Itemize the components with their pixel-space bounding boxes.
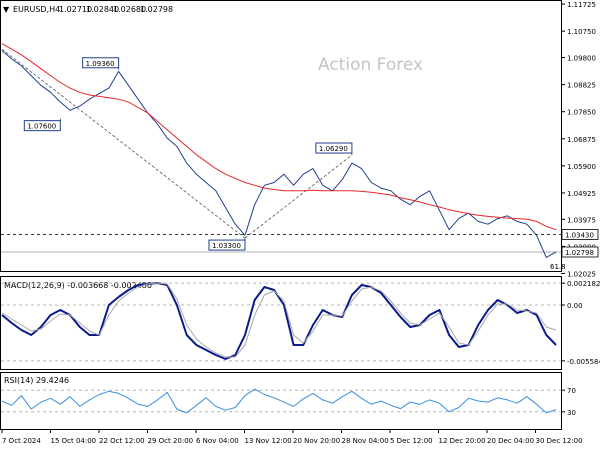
y-tick-label: 1.07850 [567,109,596,117]
x-tick-label: 30 Dec 12:00 [536,437,583,445]
rsi-title: RSI(14) 29.4246 [4,376,69,385]
x-tick-label: 28 Nov 04:00 [342,437,389,445]
x-tick-label: 7 Oct 2024 [2,437,41,445]
x-tick-label: 29 Oct 20:00 [148,437,194,445]
y-tick-label: 0.002182 [567,280,600,288]
x-tick-label: 20 Nov 20:00 [293,437,340,445]
low-value: 1.02680 [113,5,146,14]
symbol-title: EURUSD,H4 [13,5,60,14]
y-tick-label: 1.06875 [567,136,596,144]
annotation-box [23,120,61,132]
y-tick-label: 1.03975 [567,216,596,224]
current-price-tag [561,246,599,258]
annotation-layer: 1.07600 1.09360 1.03300 1.06290 [23,57,353,251]
macd-line [1,282,557,360]
high-value: 1.02840 [86,5,119,14]
retracement-label: 61.8 [550,263,566,271]
series-layer [1,43,557,414]
y-tick-label: 30 [567,409,576,417]
x-tick-label: 22 Oct 12:00 [99,437,145,445]
y-tick-label: 70 [567,387,576,395]
y-tick-label: -0.005584 [567,358,600,366]
x-tick-label: 6 Nov 04:00 [196,437,239,445]
y-tick-label: 1.05900 [567,163,596,171]
annotation-label: 1.09360 [86,60,115,68]
y-tick-label: 1.02025 [567,270,596,278]
y-tick-label: 0.00 [567,302,583,310]
grid-layer [1,48,561,413]
annotation-label: 1.07600 [27,123,56,131]
price-panel-frame [0,0,562,272]
current-price-label: 1.02798 [565,249,594,257]
x-tick-label: 15 Oct 04:00 [51,437,97,445]
moving-average-line [1,43,557,231]
y-tick-label: 1.09800 [567,55,596,63]
x-tick-label: 12 Dec 20:00 [439,437,486,445]
rsi-panel-frame [0,372,562,430]
x-tick-label: 5 Dec 12:00 [390,437,433,445]
y-tick-label: 1.08825 [567,82,596,90]
level-label: 1.03430 [565,231,594,239]
price-line [1,50,557,258]
level-tag [561,229,599,240]
y-tick-label: 1.10750 [567,28,596,36]
open-value: 1.02710 [59,5,92,14]
trendline [1,48,246,239]
macd-panel-frame [0,276,562,370]
macd-title: MACD(12,26,9) -0.003668 -0.002480 [4,281,152,290]
close-value: 1.02798 [140,5,173,14]
symbol-icon: ▼ [3,5,10,14]
trendline [244,154,353,239]
rsi-line [1,388,557,414]
signal-line [1,282,557,358]
annotation-label: 1.06290 [319,145,348,153]
annotation-label: 1.03300 [212,242,241,250]
y-tick-label: 1.11725 [567,1,596,9]
annotation-box [315,142,353,154]
annotation-box [208,239,246,251]
watermark: Action Forex [318,55,423,75]
annotation-box [82,57,120,69]
x-tick-label: 20 Dec 04:00 [487,437,534,445]
y-tick-label: 1.04925 [567,190,596,198]
x-tick-label: 13 Nov 12:00 [245,437,292,445]
